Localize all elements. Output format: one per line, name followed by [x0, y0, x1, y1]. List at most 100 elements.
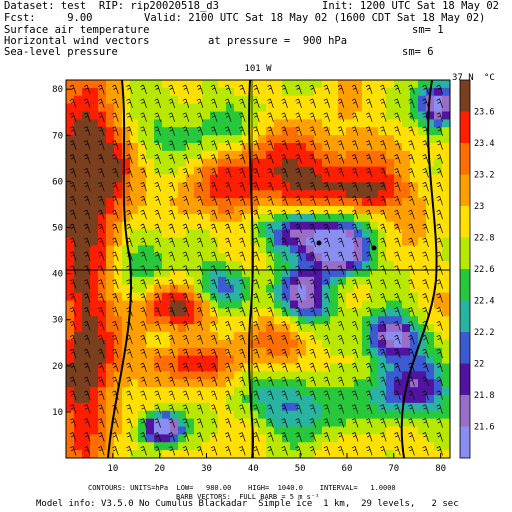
- field-cell: [410, 410, 419, 420]
- field-cell: [434, 300, 443, 309]
- wind-barb: [267, 376, 274, 387]
- field-cell: [178, 450, 187, 459]
- field-cell: [426, 127, 435, 136]
- wind-barb: [337, 307, 345, 317]
- wind-barb: [140, 362, 147, 373]
- wind-barb: [351, 293, 359, 303]
- field-cell: [74, 347, 83, 357]
- field-cell: [394, 426, 403, 435]
- field-cell: [130, 324, 139, 333]
- wind-barb: [69, 376, 77, 387]
- field-cell: [130, 221, 139, 231]
- wind-barb: [239, 334, 246, 345]
- field-cell: [242, 229, 251, 238]
- wind-barb: [408, 112, 415, 122]
- field-cell: [82, 300, 91, 309]
- field-cell: [370, 206, 379, 215]
- colorbar-swatch: [460, 111, 470, 144]
- field-cell: [442, 127, 451, 136]
- field-cell: [250, 213, 259, 223]
- field-cell: [218, 284, 227, 294]
- field-cell: [258, 182, 267, 191]
- field-cell: [354, 434, 363, 443]
- wind-barb: [323, 418, 331, 428]
- wind-barb: [380, 140, 387, 150]
- field-cell: [106, 284, 115, 294]
- field-cell: [170, 253, 179, 262]
- field-cell: [162, 324, 171, 333]
- wind-barb: [154, 376, 161, 387]
- field-cell: [394, 434, 403, 443]
- wind-barb: [126, 195, 133, 206]
- field-cell: [210, 127, 219, 136]
- field-cell: [346, 95, 355, 105]
- field-cell: [146, 182, 155, 191]
- field-cell: [114, 221, 123, 231]
- field-cell: [306, 316, 315, 325]
- field-cell: [162, 379, 171, 388]
- field-cell: [122, 87, 131, 97]
- field-cell: [130, 206, 139, 215]
- field-cell: [346, 395, 355, 404]
- wind-barb: [408, 404, 415, 414]
- field-name-temperature: Surface air temperature: [4, 24, 150, 36]
- field-cell: [234, 158, 243, 168]
- field-cell: [114, 95, 123, 105]
- field-cell: [210, 119, 219, 128]
- field-cell: [170, 300, 179, 309]
- field-cell: [314, 284, 323, 294]
- field-cell: [362, 300, 371, 309]
- field-cell: [138, 316, 147, 325]
- wind-barb: [196, 209, 204, 220]
- field-cell: [122, 292, 131, 301]
- field-cell: [418, 284, 427, 294]
- wind-barb: [394, 376, 401, 387]
- isobar-1: [107, 79, 133, 459]
- wind-barb: [253, 140, 260, 150]
- wind-barb: [436, 348, 443, 359]
- field-cell: [250, 135, 259, 144]
- field-cell: [122, 324, 131, 333]
- field-cell: [330, 237, 339, 246]
- field-cell: [298, 245, 307, 254]
- field-cell: [130, 355, 139, 364]
- wind-barb: [351, 251, 359, 261]
- wind-barb: [394, 418, 401, 428]
- field-cell: [250, 190, 259, 199]
- field-cell: [266, 150, 275, 160]
- field-cell: [338, 229, 347, 238]
- field-cell: [210, 371, 219, 380]
- field-cell: [162, 119, 171, 128]
- field-cell: [370, 395, 379, 404]
- field-cell: [82, 450, 91, 459]
- field-cell: [162, 347, 171, 357]
- field-cell: [322, 450, 331, 459]
- field-cell: [82, 316, 91, 325]
- field-cell: [234, 410, 243, 420]
- wind-barb: [239, 140, 246, 150]
- field-cell: [346, 103, 355, 112]
- field-cell: [114, 143, 123, 152]
- field-cell: [170, 190, 179, 199]
- field-cell: [354, 87, 363, 97]
- field-cell: [162, 221, 171, 231]
- field-cell: [330, 135, 339, 144]
- field-cell: [242, 410, 251, 420]
- wind-barb: [83, 446, 91, 456]
- field-cell: [362, 418, 371, 427]
- field-cell: [146, 135, 155, 144]
- wind-barb: [239, 320, 246, 331]
- field-cell: [266, 418, 275, 427]
- field-cell: [330, 87, 339, 97]
- field-cell: [122, 190, 131, 199]
- wind-barb: [83, 418, 91, 428]
- field-cell: [170, 363, 179, 372]
- field-cell: [362, 206, 371, 215]
- field-cell: [218, 339, 227, 349]
- field-cell: [258, 95, 267, 105]
- wind-barb: [112, 154, 119, 164]
- field-cell: [138, 434, 147, 443]
- field-cell: [138, 379, 147, 388]
- field-cell: [330, 418, 339, 427]
- field-cell: [426, 221, 435, 231]
